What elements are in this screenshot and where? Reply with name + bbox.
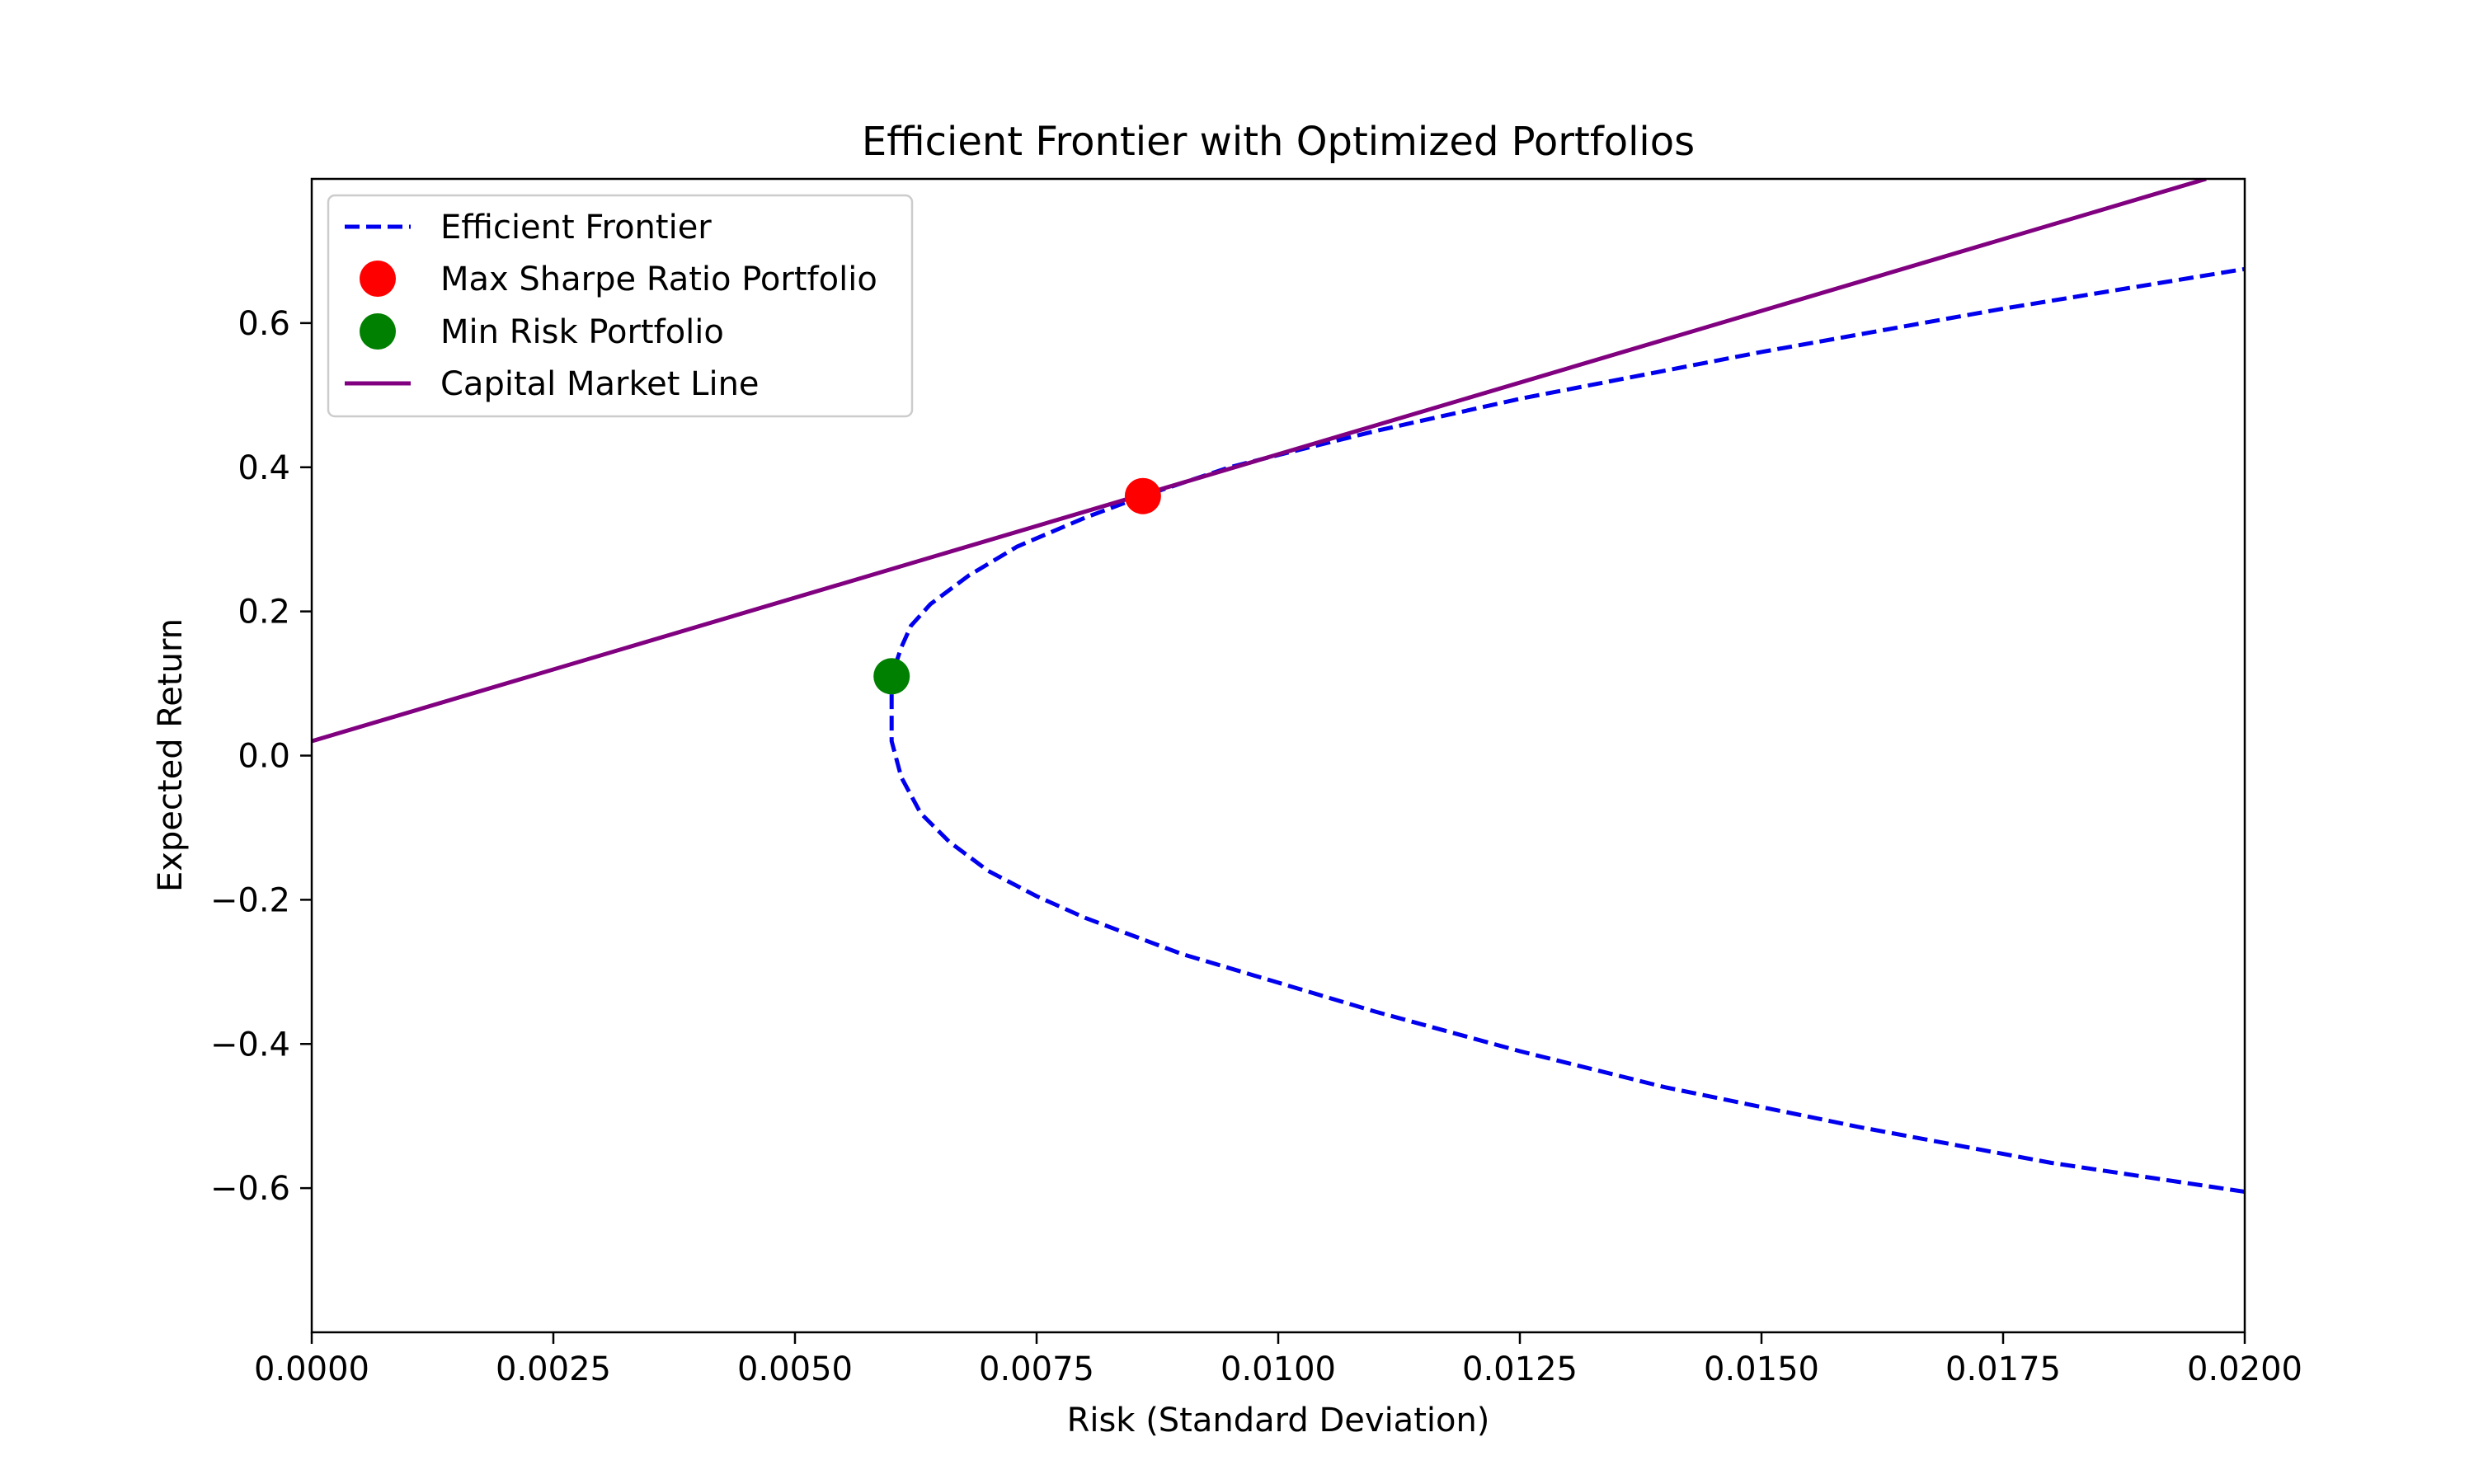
y-tick-label: 0.4 — [238, 449, 290, 487]
y-tick-label: 0.0 — [238, 738, 290, 776]
y-tick-label: 0.6 — [238, 305, 290, 343]
x-tick-label: 0.0175 — [1945, 1350, 2061, 1388]
legend-efficient-frontier-label: Efficient Frontier — [440, 209, 712, 247]
capital-market-line-line — [312, 179, 2207, 744]
y-tick-label: 0.2 — [238, 594, 290, 632]
legend-capital-market-line-label: Capital Market Line — [440, 365, 760, 403]
x-tick-label: 0.0150 — [1704, 1350, 1819, 1388]
y-tick-label: −0.6 — [210, 1170, 290, 1208]
min-risk-portfolio-marker — [873, 658, 910, 695]
legend-min-risk-swatch — [360, 313, 396, 350]
legend-box — [327, 194, 914, 418]
x-tick-label: 0.0125 — [1462, 1350, 1578, 1388]
y-axis-label: Expected Return — [152, 618, 190, 892]
chart-title: Efficient Frontier with Optimized Portfo… — [862, 119, 1695, 165]
legend: Efficient Frontier Max Sharpe Ratio Port… — [327, 194, 914, 418]
legend-max-sharpe-label: Max Sharpe Ratio Portfolio — [440, 261, 877, 298]
x-tick-label: 0.0000 — [254, 1350, 369, 1388]
x-tick-label: 0.0200 — [2187, 1350, 2302, 1388]
x-tick-label: 0.0075 — [979, 1350, 1094, 1388]
x-axis-label: Risk (Standard Deviation) — [1067, 1402, 1490, 1439]
x-tick-label: 0.0100 — [1221, 1350, 1336, 1388]
x-tick-label: 0.0050 — [737, 1350, 853, 1388]
max-sharpe-ratio-portfolio-marker — [1124, 477, 1161, 514]
y-tick-label: −0.4 — [210, 1026, 290, 1064]
legend-max-sharpe-swatch — [360, 261, 396, 297]
y-tick-label: −0.2 — [210, 881, 290, 919]
legend-min-risk-label: Min Risk Portfolio — [440, 313, 724, 351]
x-tick-label: 0.0025 — [496, 1350, 611, 1388]
